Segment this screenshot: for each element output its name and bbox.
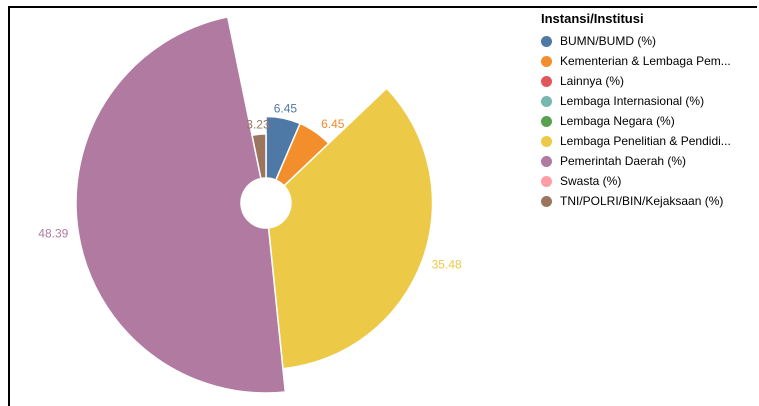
legend-swatch xyxy=(541,95,552,107)
legend-label: BUMN/BUMD (%) xyxy=(560,34,656,48)
chart-frame xyxy=(8,6,757,406)
data-label-6: 35.48 xyxy=(432,257,462,271)
legend-swatch xyxy=(541,175,552,187)
data-label-1: 6.45 xyxy=(274,101,298,115)
legend-item-1[interactable]: BUMN/BUMD (%) xyxy=(541,31,731,51)
legend-label: Swasta (%) xyxy=(560,174,622,188)
data-label-7: 48.39 xyxy=(38,226,68,240)
legend-swatch xyxy=(541,195,552,207)
data-labels-group: 6.45 6.45 35.48 48.39 3.23 xyxy=(38,101,462,271)
legend-item-3[interactable]: Lainnya (%) xyxy=(541,71,731,91)
legend-label: TNI/POLRI/BIN/Kejaksaan (%) xyxy=(560,194,724,208)
legend-swatch xyxy=(541,55,552,67)
legend-item-2[interactable]: Kementerian & Lembaga Pem... xyxy=(541,51,731,71)
legend-item-4[interactable]: Lembaga Internasional (%) xyxy=(541,91,731,111)
legend-title: Instansi/Institusi xyxy=(541,11,644,26)
data-label-2: 6.45 xyxy=(321,117,345,131)
legend-swatch xyxy=(541,115,552,127)
legend-swatch xyxy=(541,75,552,87)
legend-swatch xyxy=(541,155,552,167)
legend-item-7[interactable]: Pemerintah Daerah (%) xyxy=(541,151,731,171)
legend-label: Kementerian & Lembaga Pem... xyxy=(560,54,731,68)
legend-item-9[interactable]: TNI/POLRI/BIN/Kejaksaan (%) xyxy=(541,191,731,211)
legend-label: Lembaga Internasional (%) xyxy=(560,94,705,108)
legend: Instansi/Institusi BUMN/BUMD (%) Kementer… xyxy=(541,11,731,211)
legend-items: BUMN/BUMD (%) Kementerian & Lembaga Pem..… xyxy=(541,31,731,211)
slice-7[interactable] xyxy=(75,16,287,394)
legend-swatch xyxy=(541,35,552,47)
data-label-9: 3.23 xyxy=(246,117,270,131)
polar-area-chart: 6.45 6.45 35.48 48.39 3.23 xyxy=(38,16,462,394)
slices-group xyxy=(75,16,434,394)
legend-label: Pemerintah Daerah (%) xyxy=(560,154,687,168)
slice-9[interactable] xyxy=(251,133,267,180)
legend-label: Lainnya (%) xyxy=(560,74,625,88)
slice-6[interactable] xyxy=(267,87,434,370)
legend-item-8[interactable]: Swasta (%) xyxy=(541,171,731,191)
legend-label: Lembaga Negara (%) xyxy=(560,114,675,128)
legend-swatch xyxy=(541,135,552,147)
legend-label: Lembaga Penelitian & Pendidi... xyxy=(560,134,731,148)
legend-item-6[interactable]: Lembaga Penelitian & Pendidi... xyxy=(541,131,731,151)
legend-item-5[interactable]: Lembaga Negara (%) xyxy=(541,111,731,131)
